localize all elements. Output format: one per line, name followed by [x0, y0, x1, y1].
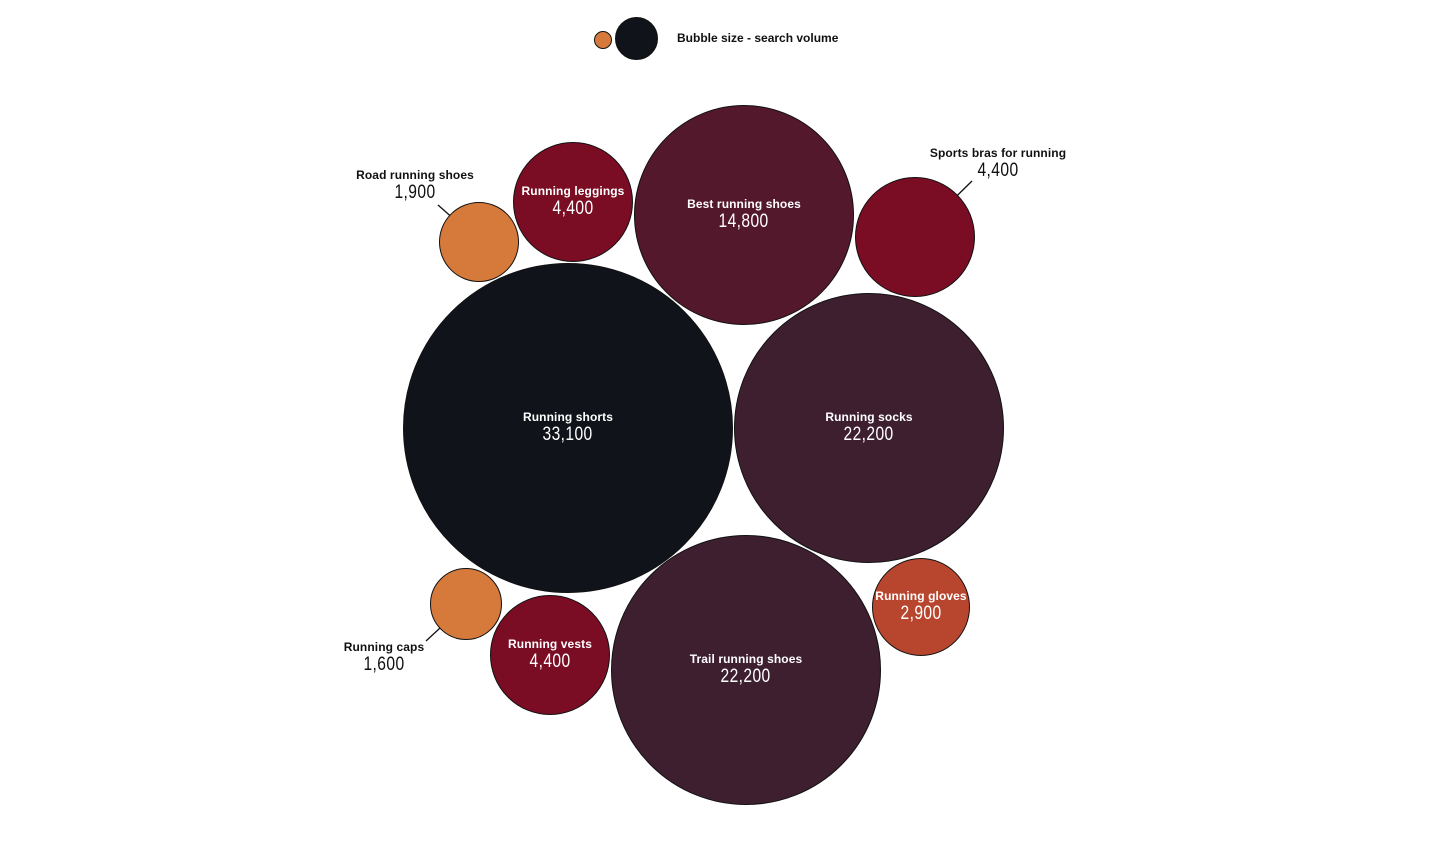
external-label-value: 1,600	[363, 654, 405, 675]
legend-large-bubble	[615, 17, 658, 60]
bubble-best-running-shoes: Best running shoes 14,800	[634, 105, 854, 325]
bubble-value: 2,900	[900, 603, 942, 624]
external-label-name: Road running shoes	[356, 168, 474, 182]
bubble-running-vests: Running vests 4,400	[490, 595, 610, 715]
external-label: Road running shoes 1,900	[315, 168, 515, 204]
bubble-value: 22,200	[720, 666, 772, 687]
bubble-label: Running shorts	[522, 410, 614, 424]
bubble-running-socks: Running socks 22,200	[734, 293, 1004, 563]
external-label: Running caps 1,600	[284, 640, 484, 676]
bubble-road-running-shoes	[439, 202, 519, 282]
bubble-label: Running vests	[508, 637, 592, 651]
bubble-sports-bras-for-running	[855, 177, 975, 297]
bubble-value: 4,400	[552, 198, 594, 219]
bubble-label: Running gloves	[875, 589, 967, 603]
external-label: Sports bras for running 4,400	[898, 146, 1098, 182]
bubble-value: 22,200	[843, 424, 895, 445]
bubble-trail-running-shoes: Trail running shoes 22,200	[611, 535, 881, 805]
bubble-label: Trail running shoes	[689, 652, 803, 666]
bubble-value: 4,400	[529, 651, 571, 672]
external-label-value: 1,900	[394, 182, 436, 203]
external-label-name: Sports bras for running	[929, 146, 1067, 160]
bubble-value: 33,100	[542, 424, 594, 445]
bubble-running-caps	[430, 568, 502, 640]
bubble-label: Running socks	[825, 410, 913, 424]
bubble-running-gloves: Running gloves 2,900	[872, 558, 970, 656]
bubble-running-leggings: Running leggings 4,400	[513, 142, 633, 262]
legend-small-bubble	[594, 31, 612, 49]
external-label-value: 4,400	[977, 160, 1019, 181]
bubble-label: Best running shoes	[687, 197, 801, 211]
bubble-running-shorts: Running shorts 33,100	[403, 263, 733, 593]
external-label-name: Running caps	[343, 640, 425, 654]
legend-text: Bubble size - search volume	[677, 31, 839, 45]
bubble-label: Running leggings	[521, 184, 625, 198]
bubble-value: 14,800	[718, 211, 770, 232]
